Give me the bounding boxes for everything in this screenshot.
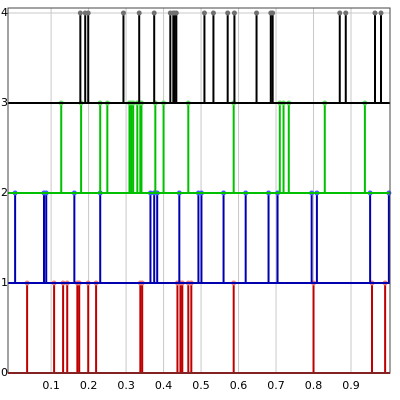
stem-marker xyxy=(337,10,343,16)
x-tick-label: 0.3 xyxy=(117,379,135,392)
y-tick-label: 2 xyxy=(1,186,8,199)
stem-marker xyxy=(270,10,276,16)
plot-frame xyxy=(7,7,391,374)
x-tick-label: 0.6 xyxy=(230,379,248,392)
y-tick-label: 1 xyxy=(1,276,8,289)
stem-marker xyxy=(225,10,231,16)
x-tick-label: 0.8 xyxy=(305,379,323,392)
x-tick-label: 0.4 xyxy=(155,379,173,392)
x-tick-label: 0.5 xyxy=(192,379,210,392)
x-tick-label: 0.9 xyxy=(342,379,360,392)
stem-marker xyxy=(151,10,157,16)
stem-marker xyxy=(120,10,126,16)
stem-marker xyxy=(85,10,91,16)
stem-marker xyxy=(254,10,260,16)
stem-marker xyxy=(136,10,142,16)
y-tick-label: 4 xyxy=(1,6,8,19)
stem-marker xyxy=(210,10,216,16)
stem-marker xyxy=(343,10,349,16)
x-tick-label: 0.7 xyxy=(267,379,285,392)
y-tick-label: 0 xyxy=(1,366,8,379)
x-tick-label: 0.1 xyxy=(42,379,60,392)
y-tick-label: 3 xyxy=(1,96,8,109)
stem-marker xyxy=(173,10,179,16)
stem-marker xyxy=(201,10,207,16)
stem-marker xyxy=(378,10,384,16)
stem-marker xyxy=(77,10,83,16)
stem-marker xyxy=(372,10,378,16)
x-tick-label: 0.2 xyxy=(80,379,98,392)
stem-marker xyxy=(231,10,237,16)
